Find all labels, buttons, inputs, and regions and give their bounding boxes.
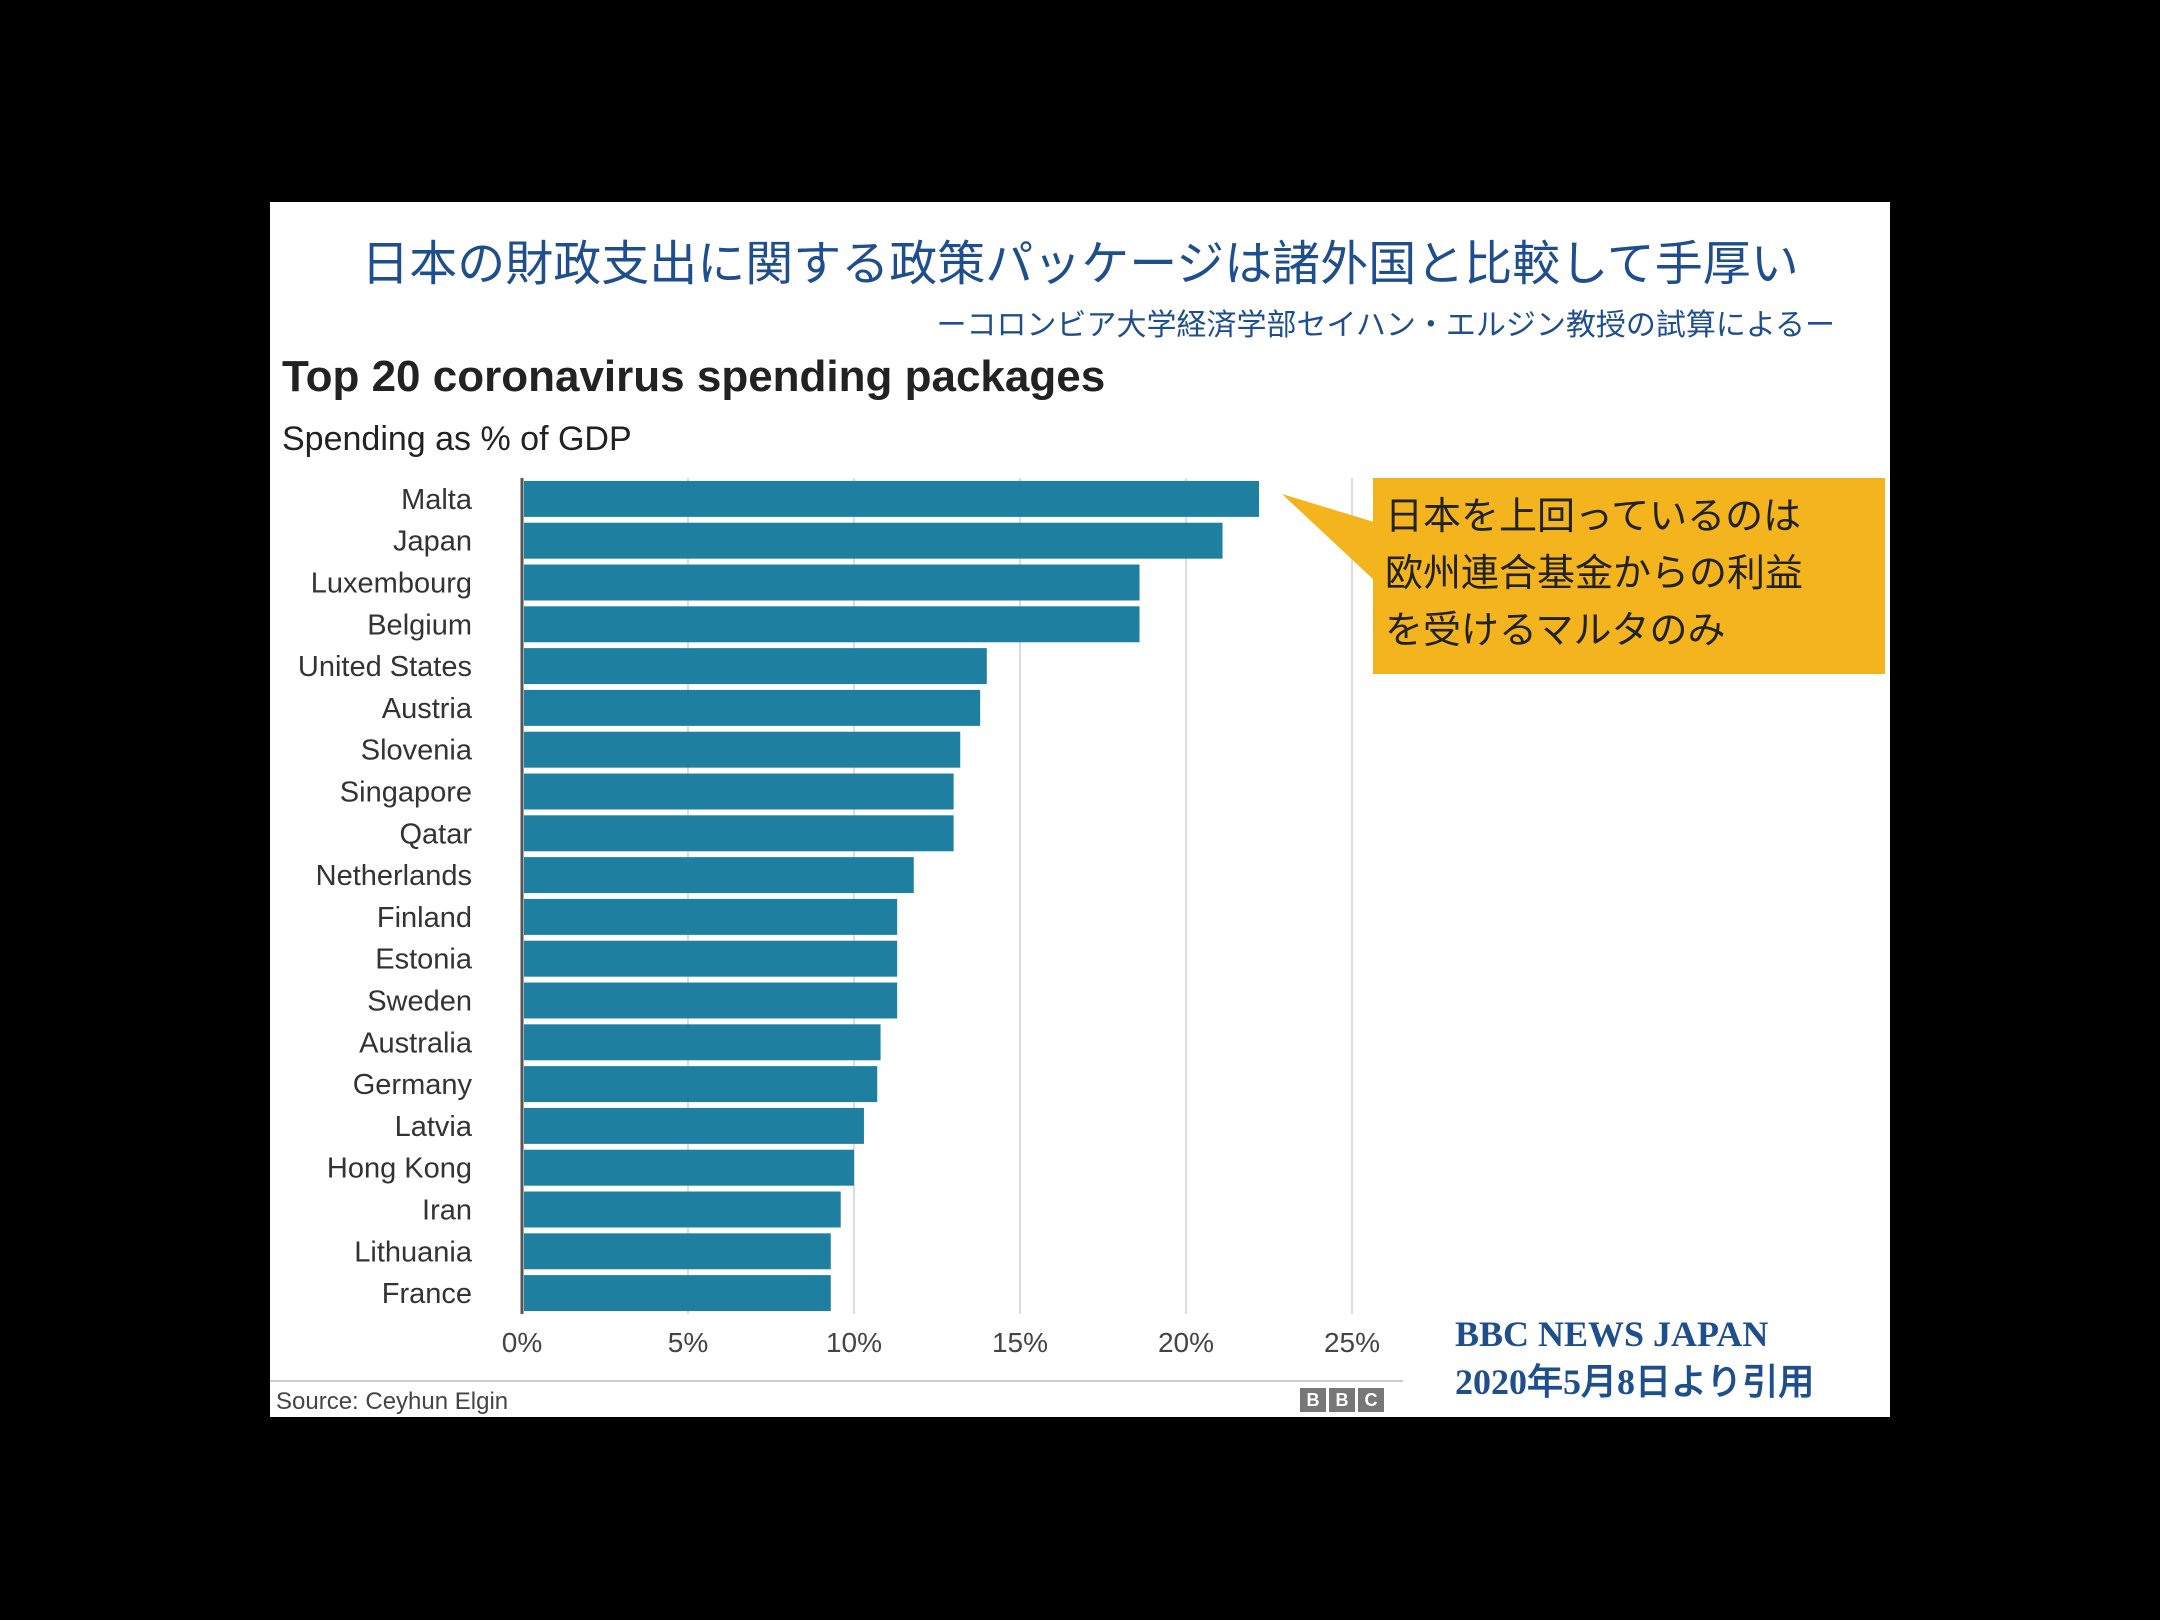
bar: [524, 648, 987, 685]
category-label: Lithuania: [354, 1236, 473, 1268]
bar: [524, 689, 981, 726]
credit-line-2: 2020年5月8日より引用: [1455, 1362, 1815, 1402]
bar: [524, 1107, 864, 1144]
category-label: France: [382, 1278, 472, 1310]
bar-chart: Malta Japan Luxembourg Belgium United States…: [298, 478, 1380, 1358]
bar: [524, 1275, 831, 1312]
category-label: Hong Kong: [327, 1153, 472, 1185]
category-label: Netherlands: [316, 860, 472, 892]
source-note: Source: Ceyhun Elgin: [276, 1388, 509, 1415]
bbc-logo-block: B: [1300, 1388, 1326, 1412]
x-tick-label: 25%: [1324, 1327, 1380, 1358]
bar: [524, 1024, 881, 1061]
bar: [524, 1066, 878, 1103]
bar: [524, 731, 961, 768]
japanese-subtitle: ーコロンビア大学経済学部セイハン・エルジン教授の試算によるー: [936, 308, 1836, 343]
annotation-callout: 日本を上回っているのは 欧州連合基金からの利益 を受けるマルタのみ: [1373, 478, 1885, 674]
callout-line-1: 日本を上回っているのは: [1385, 494, 1802, 538]
category-label: Sweden: [367, 986, 472, 1018]
x-tick-label: 15%: [992, 1327, 1048, 1358]
category-label: Belgium: [367, 609, 472, 641]
x-tick-label: 0%: [502, 1327, 542, 1358]
category-label: Austria: [382, 693, 473, 725]
bar: [524, 1149, 854, 1186]
category-label: Qatar: [399, 818, 472, 850]
category-label: Malta: [401, 484, 473, 516]
x-tick-label: 5%: [668, 1327, 708, 1358]
bar: [524, 480, 1260, 517]
bar: [524, 522, 1223, 559]
bbc-logo-block: C: [1358, 1388, 1384, 1412]
chart-title: Top 20 coronavirus spending packages: [282, 352, 1106, 401]
slide: 日本の財政支出に関する政策パッケージは諸外国と比較して手厚い ーコロンビア大学経…: [270, 202, 1890, 1417]
bar: [524, 857, 914, 894]
bar: [524, 1191, 841, 1228]
category-label: Japan: [393, 526, 472, 558]
japanese-title: 日本の財政支出に関する政策パッケージは諸外国と比較して手厚い: [361, 236, 1799, 292]
category-label: Luxembourg: [311, 568, 472, 600]
callout-line-3: を受けるマルタのみ: [1385, 608, 1726, 652]
category-label: Latvia: [395, 1111, 473, 1143]
category-label: Finland: [377, 902, 472, 934]
bbc-logo: B B C: [1300, 1388, 1384, 1412]
bar: [524, 564, 1140, 601]
x-tick-label: 10%: [826, 1327, 882, 1358]
bar: [524, 815, 954, 852]
category-label: Iran: [422, 1195, 472, 1227]
category-label: Singapore: [340, 777, 472, 809]
callout-line-2: 欧州連合基金からの利益: [1385, 551, 1804, 595]
x-tick-label: 20%: [1158, 1327, 1214, 1358]
credit-line-1: BBC NEWS JAPAN: [1455, 1314, 1769, 1354]
category-label: Australia: [359, 1027, 473, 1059]
bar: [524, 606, 1140, 643]
bar: [524, 982, 898, 1019]
x-tick-labels: 0% 5% 10% 15% 20% 25%: [502, 1327, 1380, 1358]
credit-text: BBC NEWS JAPAN 2020年5月8日より引用: [1455, 1310, 1814, 1406]
category-label: United States: [298, 651, 472, 683]
bar: [524, 940, 898, 977]
chart-subtitle: Spending as % of GDP: [282, 420, 632, 458]
bars: [524, 480, 1260, 1312]
bar: [524, 1233, 831, 1270]
category-label: Germany: [353, 1069, 473, 1101]
bar: [524, 773, 954, 810]
category-labels: Malta Japan Luxembourg Belgium United States…: [298, 484, 473, 1310]
bar: [524, 898, 898, 935]
bbc-logo-block: B: [1329, 1388, 1355, 1412]
callout-pointer: [1282, 494, 1374, 580]
category-label: Slovenia: [361, 735, 473, 767]
footer-divider: [270, 1380, 1403, 1382]
category-label: Estonia: [375, 944, 473, 976]
